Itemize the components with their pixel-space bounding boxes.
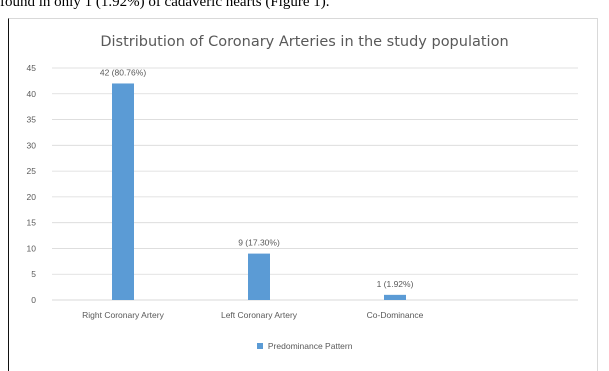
y-tick-label: 10 [27,243,37,253]
bar-data-label: 9 (17.30%) [238,238,280,248]
legend-swatch [256,342,263,349]
bar [112,83,134,300]
body-text-line: found in only 1 (1.92%) of cadaveric hea… [0,0,330,10]
x-tick-label: Left Coronary Artery [221,310,298,320]
y-tick-label: 25 [27,166,37,176]
bar-data-label: 1 (1.92%) [377,279,414,289]
y-axis-ticks: 0 5 10 15 20 25 30 35 40 45 [27,63,37,305]
x-axis-ticks: Right Coronary Artery Left Coronary Arter… [82,310,423,320]
y-tick-label: 0 [31,295,36,305]
y-tick-label: 35 [27,115,37,125]
y-tick-label: 30 [27,140,37,150]
y-tick-label: 20 [27,192,37,202]
y-tick-label: 5 [31,269,36,279]
x-tick-label: Right Coronary Artery [82,310,164,320]
y-tick-label: 15 [27,218,37,228]
legend-label: Predominance Pattern [267,340,353,351]
bar-data-label: 42 (80.76%) [100,67,146,77]
chart-title: Distribution of Coronary Arteries in the… [100,34,509,50]
legend: Predominance Pattern [0,340,609,351]
gridlines [52,67,578,301]
bars [112,83,406,300]
chart-frame [8,18,598,371]
bar [248,253,270,300]
y-tick-label: 45 [27,63,37,73]
x-tick-label: Co-Dominance [367,310,424,320]
y-tick-label: 40 [27,89,37,99]
bar [384,294,406,300]
data-labels: 42 (80.76%) 9 (17.30%) 1 (1.92%) [100,67,414,288]
